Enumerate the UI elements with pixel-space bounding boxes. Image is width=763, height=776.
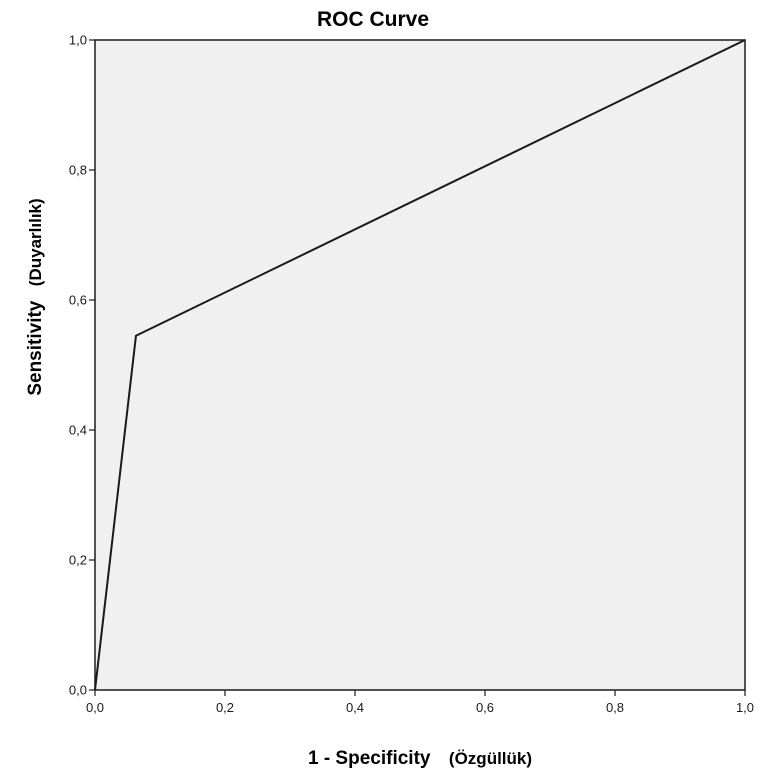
y-tick-label: 1,0 [69, 33, 87, 48]
y-tick-label: 0,8 [69, 163, 87, 178]
series-layer [94, 39, 746, 691]
y-tick-label: 0,4 [69, 423, 87, 438]
x-tick-label: 0,8 [606, 700, 624, 715]
x-tick-label: 0,0 [86, 700, 104, 715]
x-axis-note: (Özgüllük) [449, 749, 532, 768]
y-axis-label: Sensitivity (Duyarlılık) [25, 198, 46, 395]
y-axis: 0,0 0,2 0,4 0,6 0,8 1,0 [69, 33, 95, 698]
x-tick-label: 0,6 [476, 700, 494, 715]
chart-title: ROC Curve [317, 8, 429, 31]
y-tick-label: 0,0 [69, 683, 87, 698]
plot-area [94, 39, 746, 691]
y-tick-label: 0,2 [69, 553, 87, 568]
x-axis-title: 1 - Specificity [308, 748, 431, 769]
y-axis-title: Sensitivity [25, 300, 46, 395]
x-axis: 0,0 0,2 0,4 0,6 0,8 1,0 [86, 690, 754, 715]
y-axis-note: (Duyarlılık) [26, 198, 45, 286]
x-tick-label: 1,0 [736, 700, 754, 715]
x-tick-label: 0,4 [346, 700, 364, 715]
x-axis-label: 1 - Specificity (Özgüllük) [308, 748, 532, 769]
roc-curve-line [94, 39, 746, 691]
x-tick-label: 0,2 [216, 700, 234, 715]
y-tick-label: 0,6 [69, 293, 87, 308]
